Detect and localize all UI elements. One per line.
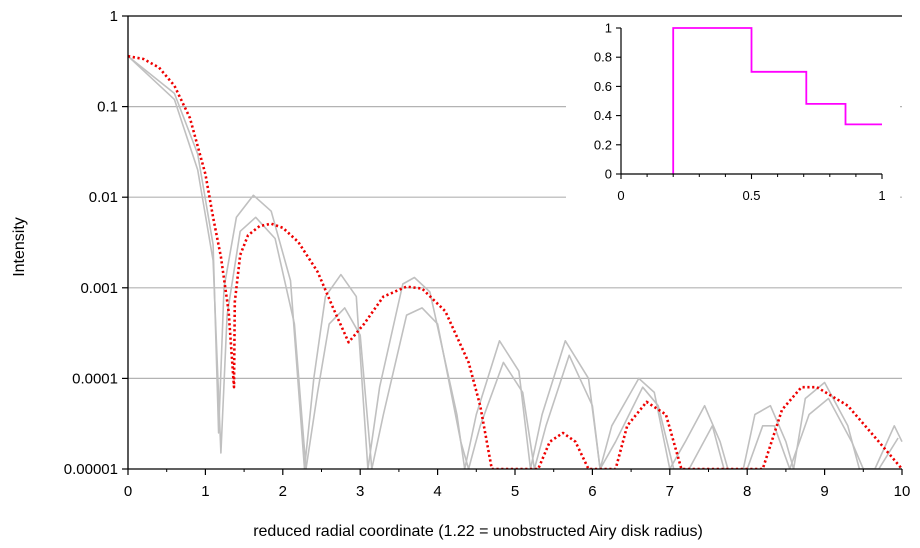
x-axis-title: reduced radial coordinate (1.22 = unobst… <box>253 523 703 540</box>
inset-y-tick-label-3: 0.6 <box>594 79 612 94</box>
inset-x-tick-label-0: 0 <box>617 188 624 203</box>
inset-y-tick-label-4: 0.8 <box>594 50 612 65</box>
y-tick-label-4: 0.0001 <box>72 370 118 387</box>
inset-y-tick-label-2: 0.4 <box>594 108 612 123</box>
x-tick-label-0: 0 <box>124 483 132 500</box>
x-tick-label-7: 7 <box>666 483 674 500</box>
y-tick-label-1: 0.1 <box>97 99 118 116</box>
inset-background <box>566 18 900 212</box>
x-tick-label-5: 5 <box>511 483 519 500</box>
y-tick-label-2: 0.01 <box>89 189 118 206</box>
x-tick-label-2: 2 <box>279 483 287 500</box>
inset-x-tick-label-2: 1 <box>878 188 885 203</box>
x-tick-label-8: 8 <box>743 483 751 500</box>
inset-x-tick-label-1: 0.5 <box>742 188 760 203</box>
inset-y-tick-label-5: 1 <box>605 21 612 36</box>
x-tick-label-9: 9 <box>820 483 828 500</box>
x-tick-label-4: 4 <box>433 483 441 500</box>
y-tick-label-5: 0.00001 <box>64 461 118 478</box>
x-tick-label-3: 3 <box>356 483 364 500</box>
x-tick-label-1: 1 <box>201 483 209 500</box>
y-tick-label-3: 0.001 <box>80 280 118 297</box>
inset-y-tick-label-0: 0 <box>605 167 612 182</box>
x-tick-label-10: 10 <box>894 483 911 500</box>
inset-y-tick-label-1: 0.2 <box>594 137 612 152</box>
y-axis-title: Intensity <box>11 217 28 277</box>
x-tick-label-6: 6 <box>588 483 596 500</box>
y-tick-label-0: 1 <box>110 8 118 25</box>
